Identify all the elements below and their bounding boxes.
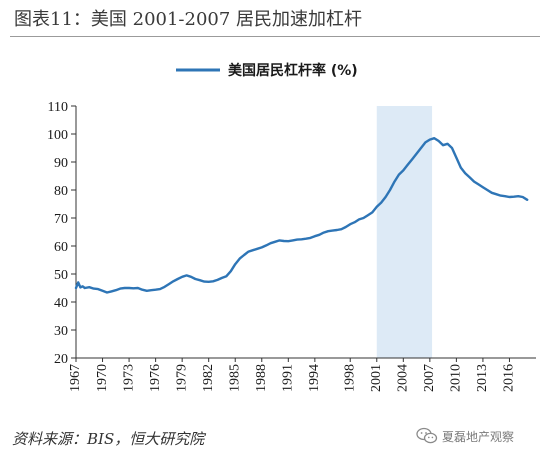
x-tick-label: 1985 bbox=[227, 364, 242, 392]
shaded-region bbox=[376, 106, 433, 358]
x-tick-label: 1982 bbox=[201, 364, 216, 392]
y-tick-label: 30 bbox=[54, 324, 68, 339]
x-tick-label: 2004 bbox=[396, 364, 411, 392]
y-tick-label: 20 bbox=[54, 352, 68, 367]
shaded-region-layer bbox=[376, 106, 433, 358]
x-tick-label: 2013 bbox=[475, 364, 490, 392]
x-tick-label: 1988 bbox=[254, 364, 269, 392]
x-tick-label: 1979 bbox=[174, 364, 189, 392]
x-tick-label: 1967 bbox=[68, 364, 83, 392]
x-axis-ticks: 1967 1970 1973 1976 1979 1982 1985 1988 1991 1994… bbox=[68, 358, 517, 392]
x-tick-label: 1994 bbox=[307, 364, 322, 392]
x-tick-label: 2001 bbox=[369, 364, 384, 392]
y-tick-label: 40 bbox=[54, 296, 68, 311]
series-line bbox=[74, 136, 529, 294]
y-tick-label: 60 bbox=[54, 240, 68, 255]
y-tick-label: 70 bbox=[54, 212, 68, 227]
series-layer bbox=[74, 136, 529, 294]
y-axis-ticks: 20 30 40 50 60 70 80 90 100 110 bbox=[47, 100, 76, 367]
watermark-text: 夏磊地产观察 bbox=[442, 429, 515, 444]
x-tick-label: 1998 bbox=[342, 364, 357, 392]
x-tick-label: 1976 bbox=[148, 364, 163, 392]
legend: 美国居民杠杆率 (%) bbox=[176, 62, 358, 79]
y-tick-label: 100 bbox=[47, 128, 68, 143]
source-note: 资料来源：BIS，恒大研究院 bbox=[12, 430, 205, 448]
y-tick-label: 50 bbox=[54, 268, 68, 283]
x-tick-label: 2010 bbox=[449, 364, 464, 392]
y-tick-label: 80 bbox=[54, 184, 68, 199]
y-tick-label: 90 bbox=[54, 156, 68, 171]
watermark: 夏磊地产观察 bbox=[416, 424, 546, 448]
wechat-icon bbox=[416, 427, 438, 444]
title-divider bbox=[10, 36, 540, 37]
y-tick-label: 110 bbox=[48, 100, 68, 115]
x-tick-label: 1973 bbox=[121, 364, 136, 392]
legend-label: 美国居民杠杆率 (%) bbox=[228, 62, 358, 79]
x-tick-label: 1970 bbox=[95, 364, 110, 392]
x-tick-label: 2007 bbox=[422, 364, 437, 392]
figure-title: 图表11：美国 2001-2007 居民加速加杠杆 bbox=[14, 9, 363, 30]
x-tick-label: 1991 bbox=[281, 364, 296, 392]
axes-layer bbox=[75, 106, 536, 359]
x-tick-label: 2016 bbox=[502, 364, 517, 392]
